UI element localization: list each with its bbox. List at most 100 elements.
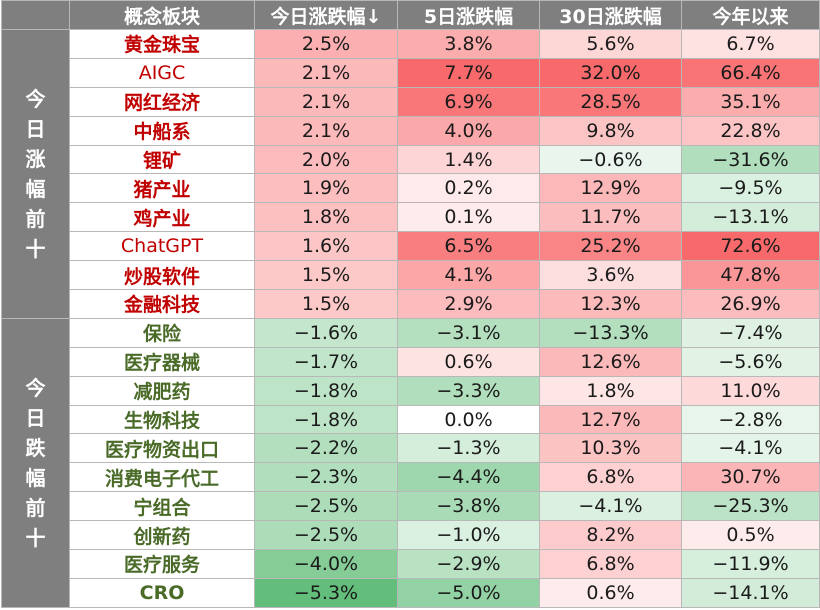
- cell-5day-change: 4.0%: [397, 115, 540, 146]
- group-label-top-gainers: 今日涨幅前十: [1, 29, 70, 319]
- header-row: 概念板块 今日涨跌幅↓ 5日涨跌幅 30日涨跌幅 今年以来: [1, 0, 820, 30]
- group-label-char: 今: [25, 86, 46, 111]
- group-label-char: 前: [25, 206, 46, 231]
- cell-today-change: −2.5%: [254, 491, 398, 522]
- cell-30day-change: 25.2%: [539, 231, 682, 262]
- table-row[interactable]: ChatGPT 1.6% 6.5% 25.2% 72.6%: [2, 231, 820, 262]
- cell-ytd-change: −11.9%: [681, 549, 820, 579]
- group-label-char: 涨: [25, 146, 46, 171]
- cell-today-change: −2.5%: [254, 520, 398, 551]
- cell-5day-change: 7.7%: [397, 57, 540, 88]
- table-row[interactable]: 医疗物资出口 −2.2% −1.3% 10.3% −4.1%: [2, 433, 820, 464]
- cell-ytd-change: −2.8%: [681, 404, 820, 435]
- group-label-char: 十: [25, 236, 46, 261]
- concept-name: 减肥药: [69, 375, 255, 406]
- concept-name: 网红经济: [69, 86, 255, 117]
- cell-30day-change: 32.0%: [539, 57, 682, 88]
- cell-30day-change: 12.6%: [539, 346, 682, 377]
- group-label-char: 日: [25, 116, 46, 141]
- table-row[interactable]: 减肥药 −1.8% −3.3% 1.8% 11.0%: [2, 375, 820, 406]
- column-header-5day-change[interactable]: 5日涨跌幅: [397, 0, 540, 30]
- cell-today-change: 2.1%: [254, 57, 398, 88]
- cell-today-change: −2.2%: [254, 433, 398, 464]
- cell-today-change: 2.1%: [254, 86, 398, 117]
- table-row[interactable]: 中船系 2.1% 4.0% 9.8% 22.8%: [2, 115, 820, 146]
- column-header-ytd-change[interactable]: 今年以来: [681, 0, 820, 30]
- cell-5day-change: 6.9%: [397, 86, 540, 117]
- cell-today-change: −1.7%: [254, 346, 398, 377]
- group-label-char: 跌: [25, 435, 46, 460]
- table-row[interactable]: 创新药 −2.5% −1.0% 8.2% 0.5%: [2, 520, 820, 551]
- table-row[interactable]: 今日涨幅前十黄金珠宝 2.5% 3.8% 5.6% 6.7%: [1, 29, 820, 319]
- concept-name: 医疗物资出口: [69, 433, 255, 464]
- table-row[interactable]: 消费电子代工 −2.3% −4.4% 6.8% 30.7%: [2, 462, 820, 493]
- group-label-char: 幅: [25, 465, 46, 490]
- cell-today-change: 2.5%: [254, 29, 398, 59]
- column-header-30day-change[interactable]: 30日涨跌幅: [539, 0, 682, 30]
- column-header-concept[interactable]: 概念板块: [69, 0, 255, 30]
- cell-ytd-change: 72.6%: [681, 231, 820, 262]
- cell-5day-change: 6.5%: [397, 231, 540, 262]
- cell-5day-change: 4.1%: [397, 260, 540, 291]
- concept-name: 医疗器械: [69, 346, 255, 377]
- cell-5day-change: −4.4%: [397, 462, 540, 493]
- corner-cell: [1, 0, 70, 30]
- cell-30day-change: −4.1%: [539, 491, 682, 522]
- table-row[interactable]: 金融科技 1.5% 2.9% 12.3% 26.9%: [2, 289, 820, 319]
- concept-name: 鸡产业: [69, 202, 255, 233]
- cell-5day-change: −3.8%: [397, 491, 540, 522]
- group-label-char: 幅: [25, 176, 46, 201]
- table-row[interactable]: 今日跌幅前十保险 −1.6% −3.1% −13.3% −7.4%: [1, 317, 820, 608]
- table-row[interactable]: 医疗器械 −1.7% 0.6% 12.6% −5.6%: [2, 346, 820, 377]
- table-row[interactable]: 猪产业 1.9% 0.2% 12.9% −9.5%: [2, 173, 820, 204]
- table-row[interactable]: 生物科技 −1.8% 0.0% 12.7% −2.8%: [2, 404, 820, 435]
- table-row[interactable]: CRO −5.3% −5.0% 0.6% −14.1%: [2, 577, 820, 608]
- cell-today-change: −1.6%: [254, 317, 398, 348]
- concept-name: ChatGPT: [69, 231, 255, 262]
- cell-ytd-change: 26.9%: [681, 289, 820, 319]
- cell-ytd-change: 35.1%: [681, 86, 820, 117]
- cell-30day-change: 5.6%: [539, 29, 682, 59]
- table-row[interactable]: 网红经济 2.1% 6.9% 28.5% 35.1%: [2, 86, 820, 117]
- cell-5day-change: 0.1%: [397, 202, 540, 233]
- cell-ytd-change: −14.1%: [681, 577, 820, 608]
- cell-ytd-change: 22.8%: [681, 115, 820, 146]
- cell-30day-change: 11.7%: [539, 202, 682, 233]
- cell-ytd-change: 66.4%: [681, 57, 820, 88]
- cell-5day-change: 2.9%: [397, 289, 540, 319]
- cell-ytd-change: −7.4%: [681, 317, 820, 348]
- cell-30day-change: 1.8%: [539, 375, 682, 406]
- cell-ytd-change: −25.3%: [681, 491, 820, 522]
- cell-ytd-change: 30.7%: [681, 462, 820, 493]
- table-row[interactable]: 医疗服务 −4.0% −2.9% 6.8% −11.9%: [2, 549, 820, 579]
- cell-ytd-change: 0.5%: [681, 520, 820, 551]
- table-row[interactable]: 锂矿 2.0% 1.4% −0.6% −31.6%: [2, 144, 820, 175]
- cell-today-change: 2.1%: [254, 115, 398, 146]
- cell-today-change: −2.3%: [254, 462, 398, 493]
- cell-30day-change: −13.3%: [539, 317, 682, 348]
- table-row[interactable]: 鸡产业 1.8% 0.1% 11.7% −13.1%: [2, 202, 820, 233]
- cell-ytd-change: −9.5%: [681, 173, 820, 204]
- table-row[interactable]: 宁组合 −2.5% −3.8% −4.1% −25.3%: [2, 491, 820, 522]
- group-label-char: 今: [25, 375, 46, 400]
- cell-ytd-change: 6.7%: [681, 29, 820, 59]
- cell-ytd-change: 47.8%: [681, 260, 820, 291]
- table-row[interactable]: 炒股软件 1.5% 4.1% 3.6% 47.8%: [2, 260, 820, 291]
- cell-today-change: 1.5%: [254, 260, 398, 291]
- concept-name: 创新药: [69, 520, 255, 551]
- group-label-char: 前: [25, 495, 46, 520]
- cell-5day-change: 0.0%: [397, 404, 540, 435]
- cell-today-change: 1.5%: [254, 289, 398, 319]
- column-header-today-change[interactable]: 今日涨跌幅↓: [254, 0, 398, 30]
- table-row[interactable]: AIGC 2.1% 7.7% 32.0% 66.4%: [2, 57, 820, 88]
- cell-30day-change: 12.7%: [539, 404, 682, 435]
- cell-30day-change: 0.6%: [539, 577, 682, 608]
- concept-name: 宁组合: [69, 491, 255, 522]
- concept-name: 黄金珠宝: [69, 29, 255, 59]
- cell-today-change: 1.6%: [254, 231, 398, 262]
- cell-30day-change: 3.6%: [539, 260, 682, 291]
- cell-30day-change: 6.8%: [539, 462, 682, 493]
- cell-today-change: 1.8%: [254, 202, 398, 233]
- concept-name: 医疗服务: [69, 549, 255, 579]
